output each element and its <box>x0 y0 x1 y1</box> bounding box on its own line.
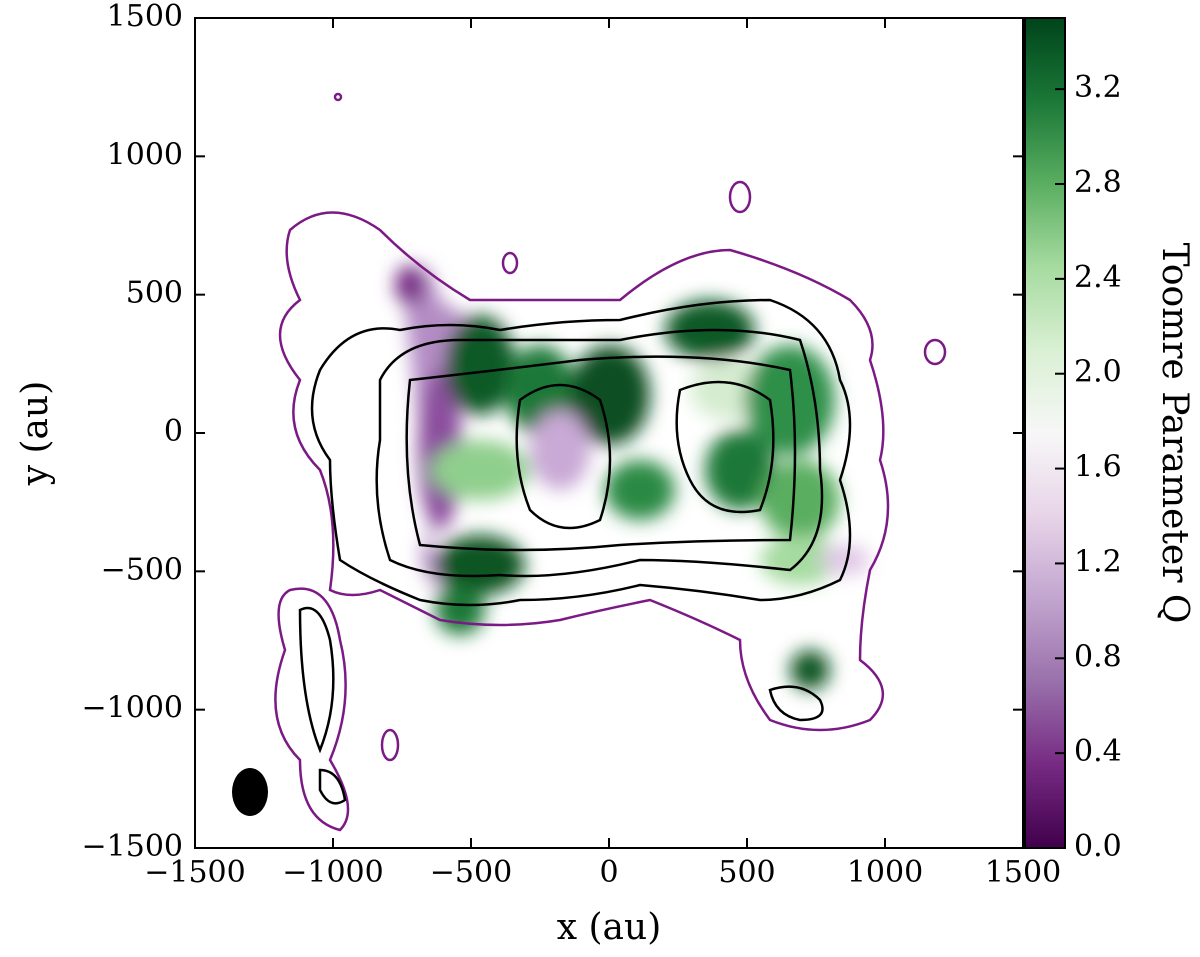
y-tick-label: −1500 <box>82 829 183 864</box>
x-tick-label: −1500 <box>144 855 245 890</box>
x-axis-label: x (au) <box>557 907 661 948</box>
contour <box>405 355 797 552</box>
q-mid-region <box>430 440 530 500</box>
y-tick-label: −1000 <box>82 691 183 726</box>
outer-contour <box>333 92 343 102</box>
x-tick-label: 0 <box>599 855 618 890</box>
outer-contour <box>501 251 519 275</box>
colorbar-tick-label: 0.0 <box>1074 829 1122 864</box>
colorbar <box>1024 17 1066 849</box>
x-tick-label: 500 <box>718 855 775 890</box>
colorbar-label: Toomre Parameter Q <box>1154 243 1195 624</box>
beam-ellipse <box>232 768 268 816</box>
q-high-region <box>435 585 485 635</box>
colorbar-tick-label: 2.8 <box>1074 165 1122 200</box>
q-high-region <box>435 535 525 595</box>
colorbar-tick-label: 0.8 <box>1074 639 1122 674</box>
contour <box>298 606 335 754</box>
outer-contour <box>380 728 400 762</box>
y-tick-label: −500 <box>101 552 183 587</box>
colorbar-tick-label: 0.4 <box>1074 734 1122 769</box>
y-tick-label: 0 <box>164 414 183 449</box>
contour <box>318 768 347 805</box>
q-low-region <box>820 545 870 575</box>
map <box>232 92 947 832</box>
y-tick-label: 500 <box>126 276 183 311</box>
outer-contour <box>274 587 350 832</box>
q-high-region <box>605 460 675 520</box>
colorbar-tick-label: 2.4 <box>1074 260 1122 295</box>
q-field <box>395 265 870 690</box>
x-tick-label: 1000 <box>847 855 923 890</box>
colorbar-tick-label: 1.6 <box>1074 450 1122 485</box>
contour <box>675 380 775 514</box>
y-tick-label: 1500 <box>107 0 183 34</box>
y-axis-label: y (au) <box>15 381 56 487</box>
q-high-region <box>705 430 775 510</box>
contour <box>375 328 824 578</box>
outer-contour <box>278 211 890 732</box>
q-high-region <box>745 345 835 455</box>
colorbar-tick-label: 2.0 <box>1074 355 1122 390</box>
q-high-region <box>790 650 830 690</box>
outer-contour <box>728 180 752 214</box>
outer-contour <box>923 338 947 366</box>
contour <box>310 298 852 607</box>
x-tick-label: −500 <box>430 855 512 890</box>
x-tick-label: −1000 <box>282 855 383 890</box>
q-mid-region <box>760 460 840 540</box>
q-low-region <box>395 265 425 305</box>
x-tick-label: 1500 <box>985 855 1061 890</box>
y-tick-label: 1000 <box>107 137 183 172</box>
q-low-region <box>530 410 590 490</box>
colorbar-tick-label: 3.2 <box>1074 70 1122 105</box>
colorbar-tick-label: 1.2 <box>1074 544 1122 579</box>
contour <box>515 383 612 530</box>
q-high-region <box>570 345 650 445</box>
contour <box>768 685 824 722</box>
